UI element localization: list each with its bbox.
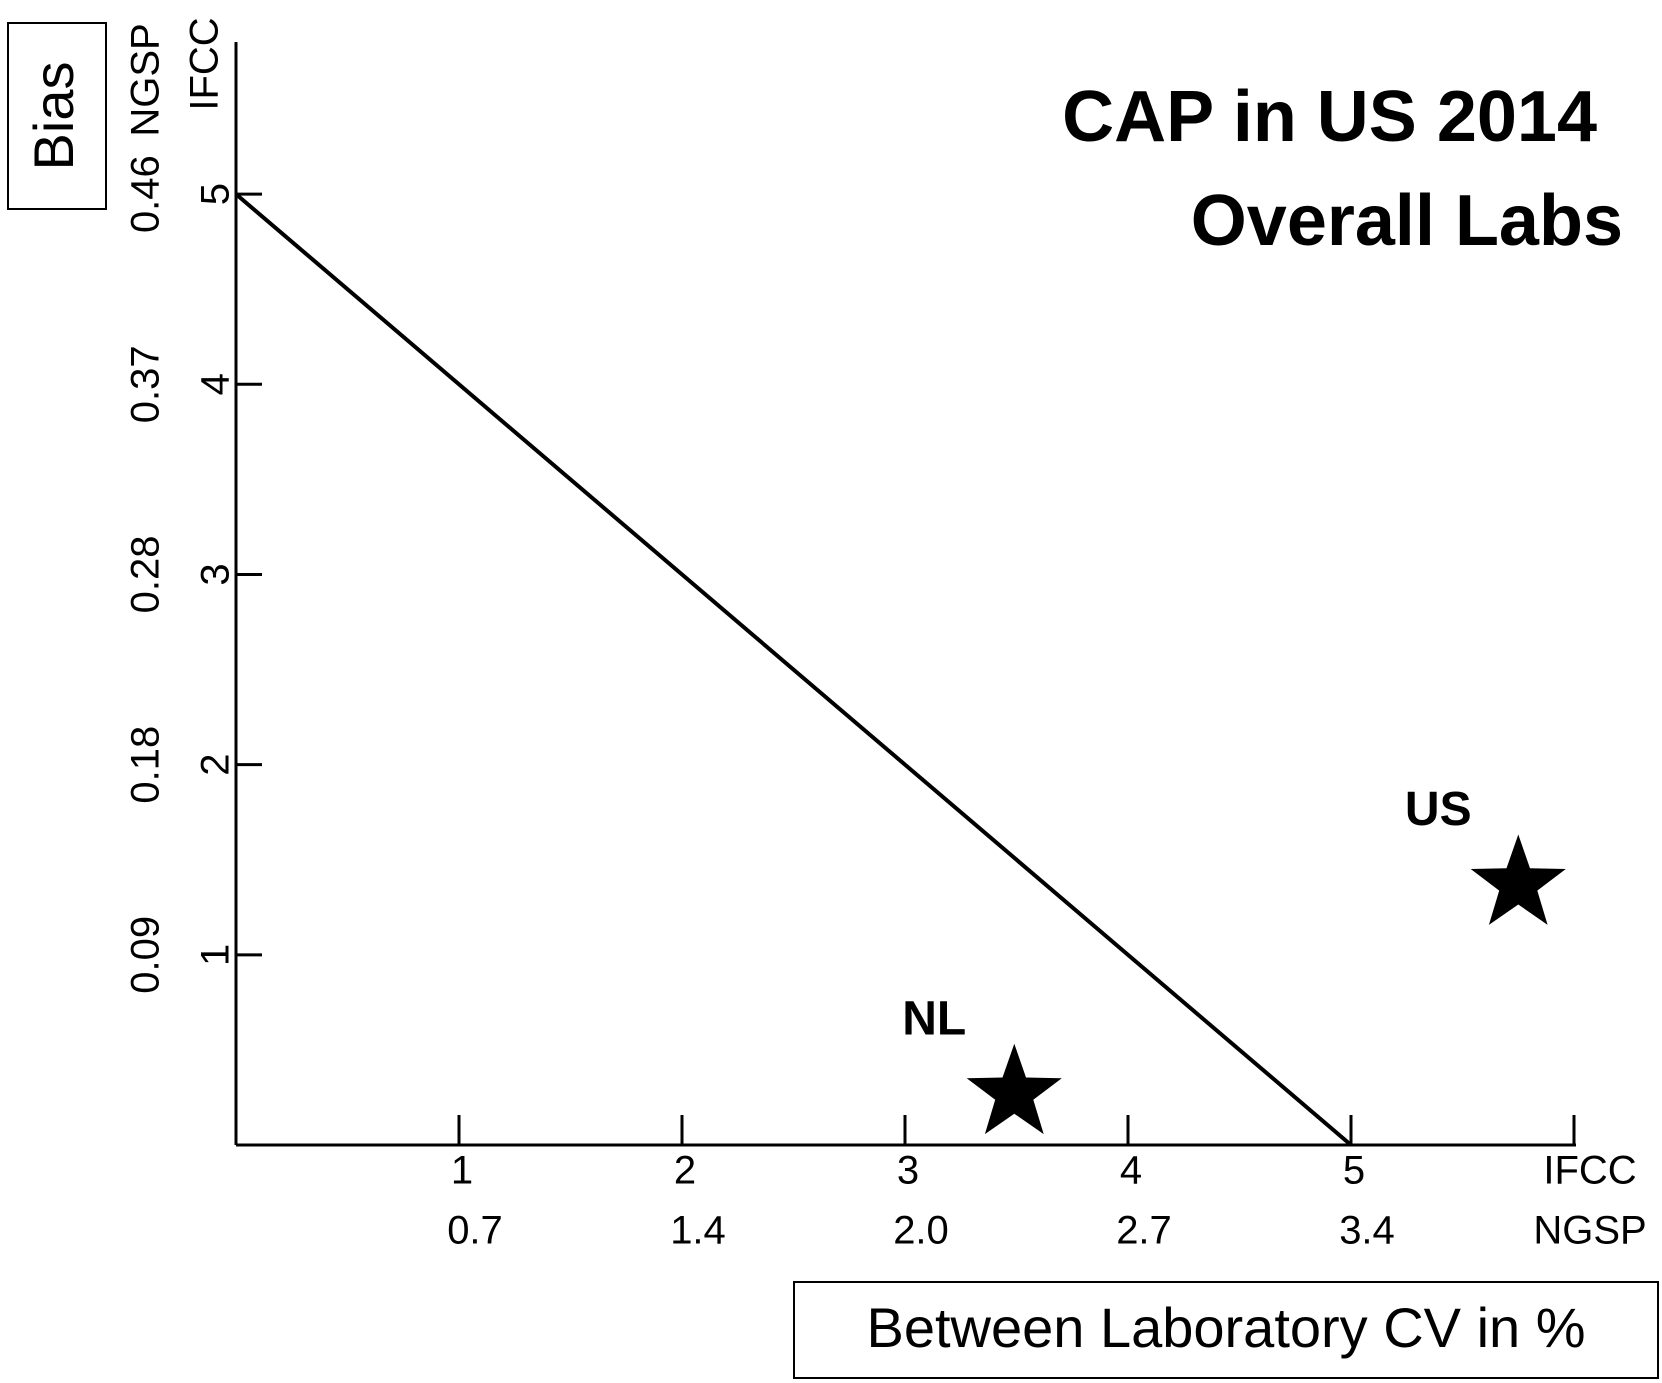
x2-tick-label: 2.7 [1116,1209,1172,1253]
point-label: US [1405,783,1472,836]
star-point [1470,834,1566,925]
y-tick-label: 3 [194,563,238,585]
x-tick-label: IFCC [1543,1149,1636,1193]
x-axis-label: Between Laboratory CV in % [866,1296,1585,1359]
x2-tick-label: NGSP [1533,1209,1646,1253]
chart-subtitle: Overall Labs [1191,181,1623,261]
x-tick-label: 2 [674,1149,696,1193]
x2-tick-label: 3.4 [1339,1209,1395,1253]
x-tick-label: 1 [451,1149,473,1193]
x-tick-label: 4 [1120,1149,1142,1193]
xlabel-box [793,1281,1659,1379]
point-label: NL [902,992,966,1045]
y-unit-label: IFCC [183,17,227,110]
x2-tick-label: 1.4 [670,1209,726,1253]
y-tick-label: 5 [194,183,238,205]
y-tick-label: 2 [194,754,238,776]
y2-tick-label: 0.28 [124,536,168,614]
y2-unit-label: NGSP [124,23,168,136]
y-tick-label: 1 [194,944,238,966]
y-axis-label: Bias [22,62,85,171]
ylabel-box [7,22,107,210]
y2-tick-label: 0.18 [124,726,168,804]
x2-tick-label: 0.7 [447,1209,503,1253]
y2-tick-label: 0.37 [124,345,168,423]
x2-tick-label: 2.0 [893,1209,949,1253]
x-tick-label: 3 [897,1149,919,1193]
y2-tick-label: 0.46 [124,155,168,233]
chart-title: CAP in US 2014 [1062,77,1597,157]
x-tick-label: 5 [1343,1149,1365,1193]
y-tick-label: 4 [194,373,238,395]
star-point [966,1043,1062,1135]
y2-tick-label: 0.09 [124,916,168,994]
limit-line [234,192,1353,1147]
